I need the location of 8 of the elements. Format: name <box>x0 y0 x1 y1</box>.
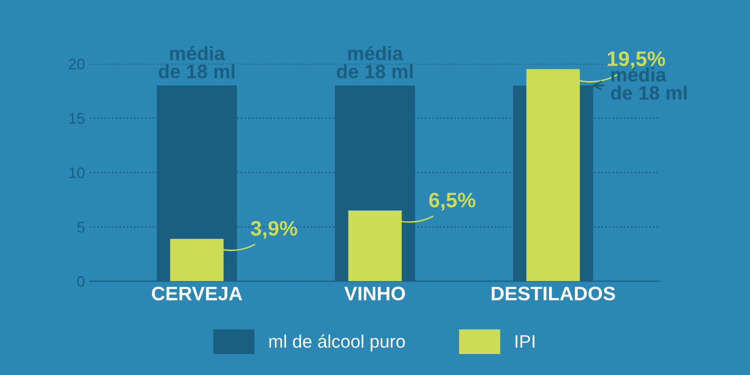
x-tick-label: CERVEJA <box>152 286 242 300</box>
data-label: 6,5% <box>429 192 476 210</box>
x-tick-label: VINHO <box>344 286 405 300</box>
data-label: 3,9% <box>250 220 298 239</box>
legend-label: ml de álcool puro <box>269 334 405 352</box>
data-label: 19,5% <box>608 51 666 70</box>
x-tick-label: DESTILADOS <box>492 286 616 300</box>
legend-label: IPI <box>516 335 534 348</box>
